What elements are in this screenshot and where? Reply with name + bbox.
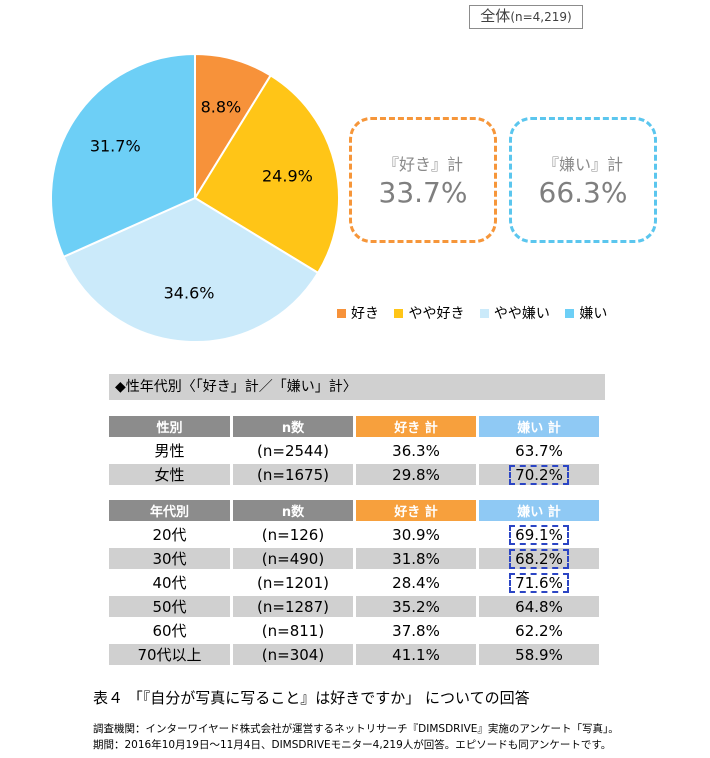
gender-table: 性別 n数 好き 計 嫌い 計 男性 (n=2544) 36.3% 63.7% … xyxy=(106,413,602,488)
slice-label: 24.9% xyxy=(261,166,313,186)
pie-slice xyxy=(50,52,196,259)
slice-label: 31.7% xyxy=(89,136,141,156)
pie-slice xyxy=(62,196,320,343)
table-cell: 68.2% xyxy=(479,548,599,569)
like-total-value: 33.7% xyxy=(378,176,468,209)
table-cell: (n=1201) xyxy=(257,573,329,592)
slice-label: 34.6% xyxy=(163,283,215,303)
section-title: ◆性年代別〈「好き」計／「嫌い」計〉 xyxy=(109,374,605,400)
survey-note: 期間：2016年10月19日～11月4日、DIMSDRIVEモニター4,219人… xyxy=(93,739,612,751)
table-cell: (n=2544) xyxy=(257,441,329,460)
table-cell: (n=304) xyxy=(233,644,353,665)
table-cell: 40代 xyxy=(152,574,187,592)
pie-chart xyxy=(50,52,340,343)
header-cell: 好き 計 xyxy=(356,500,476,521)
header-cell: 嫌い 計 xyxy=(479,416,599,437)
header-cell: 嫌い 計 xyxy=(479,500,599,521)
table-cell: 31.8% xyxy=(356,548,476,569)
like-total-box: 『好き』計 33.7% xyxy=(349,117,497,243)
table-cell: 29.8% xyxy=(356,464,476,485)
highlighted-value: 70.2% xyxy=(509,464,569,485)
header-cell: n数 xyxy=(233,500,353,521)
table-cell: 28.4% xyxy=(392,573,440,592)
slice-label: 8.8% xyxy=(200,97,242,117)
legend-swatch xyxy=(337,309,346,318)
overall-sample-size: (n=4,219) xyxy=(510,10,572,24)
table-cell: 63.7% xyxy=(515,441,563,460)
table-cell: 70代以上 xyxy=(109,644,230,665)
header-cell: n数 xyxy=(233,416,353,437)
table-cell: (n=811) xyxy=(261,621,325,640)
table-cell: 30.9% xyxy=(392,525,440,544)
pie-slice xyxy=(193,74,340,275)
legend-label: やや好き xyxy=(408,306,465,322)
table-cell: 50代 xyxy=(109,596,230,617)
table-cell: (n=126) xyxy=(261,525,325,544)
legend-label: やや嫌い xyxy=(493,306,550,322)
table-cell: 41.1% xyxy=(356,644,476,665)
table-cell: 37.8% xyxy=(392,621,440,640)
table-cell: (n=1287) xyxy=(233,596,353,617)
table-cell: (n=490) xyxy=(233,548,353,569)
highlighted-value: 69.1% xyxy=(509,524,569,545)
table-row: 男性 (n=2544) 36.3% 63.7% xyxy=(109,440,599,461)
legend-label: 好き xyxy=(351,306,379,322)
header-cell: 年代別 xyxy=(109,500,230,521)
table-row: 60代 (n=811) 37.8% 62.2% xyxy=(109,620,599,641)
figure-caption: 表４ 「『自分が写真に写ること』は好きですか」 についての回答 xyxy=(93,689,530,707)
dislike-total-value: 66.3% xyxy=(538,176,628,209)
highlighted-value: 71.6% xyxy=(509,572,569,593)
legend-label: 嫌い xyxy=(579,306,608,322)
table-header-row: 年代別 n数 好き 計 嫌い 計 xyxy=(109,500,599,521)
overall-sample-tag: 全体(n=4,219) xyxy=(469,5,583,29)
table-row: 20代 (n=126) 30.9% 69.1% xyxy=(109,524,599,545)
table-cell: 20代 xyxy=(152,526,187,544)
legend-item: やや嫌い xyxy=(479,303,550,323)
chart-legend: 好き やや好き やや嫌い 嫌い xyxy=(337,303,618,323)
table-cell: 70.2% xyxy=(479,464,599,485)
highlighted-value: 68.2% xyxy=(509,548,569,569)
survey-note: 調査機関：インターワイヤード株式会社が運営するネットリサーチ『DIMSDRIVE… xyxy=(93,723,619,735)
table-header-row: 性別 n数 好き 計 嫌い 計 xyxy=(109,416,599,437)
table-cell: 58.9% xyxy=(479,644,599,665)
table-cell: 64.8% xyxy=(479,596,599,617)
table-cell: 30代 xyxy=(109,548,230,569)
table-row: 女性 (n=1675) 29.8% 70.2% xyxy=(109,464,599,485)
table-cell: 62.2% xyxy=(515,621,563,640)
table-cell: 69.1% xyxy=(479,524,599,545)
legend-item: やや好き xyxy=(394,303,464,323)
table-cell: (n=1675) xyxy=(233,464,353,485)
overall-label: 全体 xyxy=(480,7,511,25)
legend-swatch xyxy=(394,309,404,318)
legend-swatch xyxy=(565,309,575,318)
dislike-total-box: 『嫌い』計 66.3% xyxy=(509,117,657,243)
age-table: 年代別 n数 好き 計 嫌い 計 20代 (n=126) 30.9% 69.1%… xyxy=(106,497,602,668)
table-cell: 女性 xyxy=(109,464,230,485)
legend-item: 好き xyxy=(337,303,379,323)
table-cell: 71.6% xyxy=(479,572,599,593)
header-cell: 好き 計 xyxy=(356,416,476,437)
header-cell: 性別 xyxy=(109,416,230,437)
table-cell: 男性 xyxy=(154,442,185,460)
table-cell: 60代 xyxy=(152,622,187,640)
legend-item: 嫌い xyxy=(565,303,607,323)
table-cell: 35.2% xyxy=(356,596,476,617)
dislike-total-label: 『嫌い』計 xyxy=(542,155,623,174)
legend-swatch xyxy=(479,309,489,318)
table-row: 30代 (n=490) 31.8% 68.2% xyxy=(109,548,599,569)
table-row: 70代以上 (n=304) 41.1% 58.9% xyxy=(109,644,599,665)
like-total-label: 『好き』計 xyxy=(382,155,463,174)
table-row: 50代 (n=1287) 35.2% 64.8% xyxy=(109,596,599,617)
table-cell: 36.3% xyxy=(392,441,440,460)
table-row: 40代 (n=1201) 28.4% 71.6% xyxy=(109,572,599,593)
